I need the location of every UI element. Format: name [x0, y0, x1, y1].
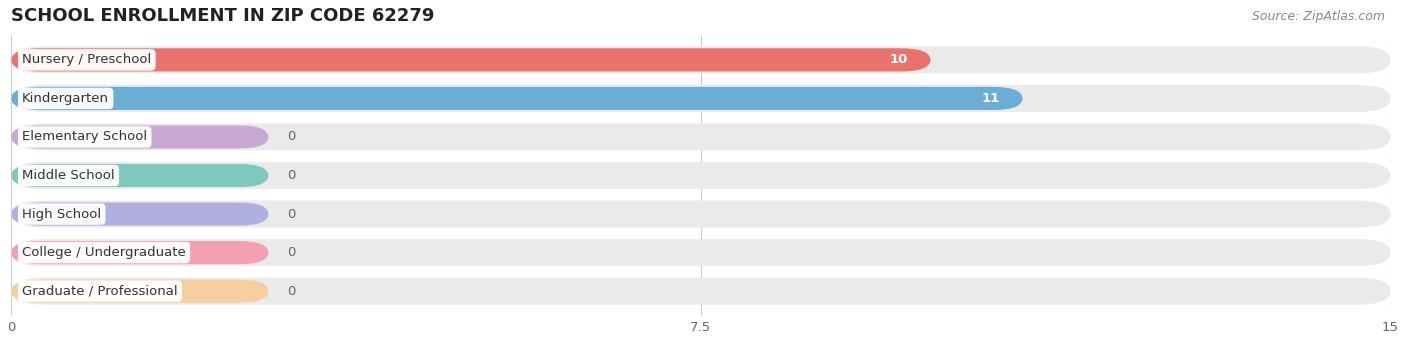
FancyBboxPatch shape	[11, 125, 269, 149]
Text: College / Undergraduate: College / Undergraduate	[22, 246, 186, 259]
FancyBboxPatch shape	[11, 85, 1391, 112]
Text: Nursery / Preschool: Nursery / Preschool	[22, 54, 152, 66]
Text: High School: High School	[22, 208, 101, 221]
Text: Kindergarten: Kindergarten	[22, 92, 110, 105]
Text: 0: 0	[287, 131, 295, 144]
FancyBboxPatch shape	[11, 280, 269, 303]
Text: SCHOOL ENROLLMENT IN ZIP CODE 62279: SCHOOL ENROLLMENT IN ZIP CODE 62279	[11, 7, 434, 25]
Text: 10: 10	[890, 54, 908, 66]
FancyBboxPatch shape	[11, 278, 1391, 305]
FancyBboxPatch shape	[11, 48, 931, 72]
Text: 0: 0	[287, 169, 295, 182]
Text: Source: ZipAtlas.com: Source: ZipAtlas.com	[1251, 10, 1385, 23]
Text: Graduate / Professional: Graduate / Professional	[22, 285, 177, 298]
FancyBboxPatch shape	[11, 123, 1391, 150]
Text: Middle School: Middle School	[22, 169, 115, 182]
FancyBboxPatch shape	[11, 239, 1391, 266]
FancyBboxPatch shape	[11, 164, 269, 187]
FancyBboxPatch shape	[11, 203, 269, 226]
FancyBboxPatch shape	[11, 46, 1391, 73]
FancyBboxPatch shape	[11, 201, 1391, 227]
FancyBboxPatch shape	[11, 241, 269, 264]
Text: 11: 11	[981, 92, 1000, 105]
Text: 0: 0	[287, 285, 295, 298]
Text: Elementary School: Elementary School	[22, 131, 148, 144]
Text: 0: 0	[287, 246, 295, 259]
FancyBboxPatch shape	[11, 162, 1391, 189]
FancyBboxPatch shape	[11, 87, 1022, 110]
Text: 0: 0	[287, 208, 295, 221]
